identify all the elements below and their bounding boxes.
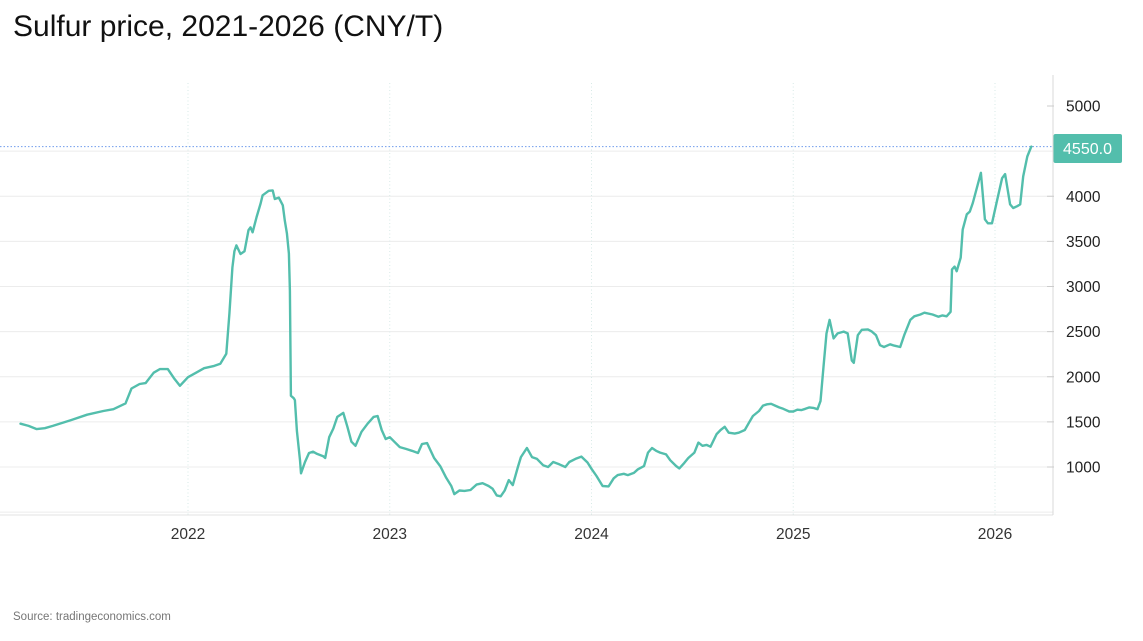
y-axis-label: 4000 xyxy=(1066,189,1101,206)
y-axis-label: 1500 xyxy=(1066,414,1101,431)
x-axis-label: 2025 xyxy=(776,526,810,543)
y-axis-label: 3000 xyxy=(1066,279,1101,296)
y-axis-label: 3500 xyxy=(1066,234,1101,251)
current-value-badge-bg xyxy=(1053,134,1122,163)
y-axis-label: 2000 xyxy=(1066,369,1101,386)
grid-layer xyxy=(0,83,1053,515)
x-axis-label: 2024 xyxy=(574,526,609,543)
series-layer xyxy=(19,145,1033,498)
price-line xyxy=(19,145,1033,498)
x-axis-label: 2022 xyxy=(171,526,205,543)
current-value-badge: 4550.0 xyxy=(1053,134,1122,163)
y-axis-label: 2500 xyxy=(1066,324,1101,341)
axis-layer: 5000 4000 3500 3000 2500 2000 1500 1000 2022 2023… xyxy=(0,75,1101,543)
page-title: Sulfur price, 2021-2026 (CNY/T) xyxy=(13,10,444,43)
y-axis-label: 1000 xyxy=(1066,460,1101,477)
x-axis-label: 2023 xyxy=(373,526,407,543)
current-value-label: 4550.0 xyxy=(1063,141,1112,158)
x-axis-label: 2026 xyxy=(978,526,1012,543)
source-attribution: Source: tradingeconomics.com xyxy=(13,611,171,623)
y-axis-label: 5000 xyxy=(1066,99,1101,116)
